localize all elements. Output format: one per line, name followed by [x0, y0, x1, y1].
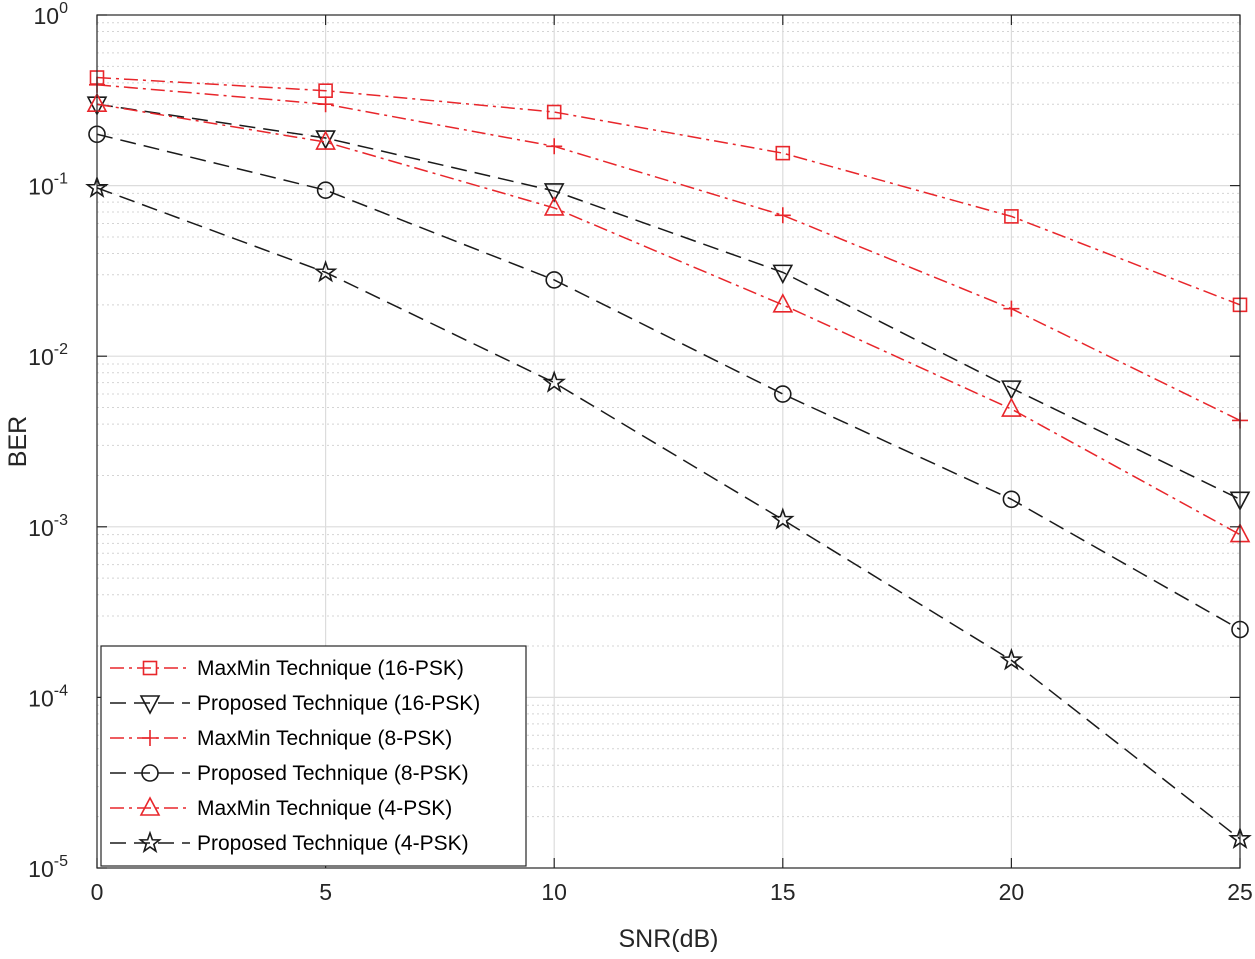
legend-label: MaxMin Technique (16-PSK): [197, 657, 464, 680]
data-point-star: [999, 647, 1024, 671]
data-point-circle: [773, 385, 792, 403]
legend-marker-star: [138, 830, 162, 854]
y-tick-label: 10-3: [28, 512, 68, 541]
series-line: [96, 133, 1241, 631]
data-point-star: [770, 507, 795, 530]
data-point-circle: [316, 181, 335, 199]
x-tick-label: 20: [999, 879, 1025, 905]
series-line: [96, 84, 1241, 422]
data-point-plus: [546, 138, 563, 155]
data-point-star: [542, 370, 567, 393]
series-line: [96, 103, 1241, 536]
data-point-triangle-down: [1001, 380, 1022, 400]
legend-label: Proposed Technique (8-PSK): [197, 762, 469, 785]
series-line: [96, 187, 1241, 840]
data-point-triangle-up: [315, 130, 336, 150]
axes-box: [96, 14, 1241, 869]
data-point-triangle-down: [543, 183, 565, 203]
x-tick-label: 5: [319, 879, 332, 905]
series-star: [85, 175, 1252, 850]
data-point-plus: [774, 207, 791, 224]
series-line: [96, 76, 1241, 306]
data-point-triangle-up: [772, 293, 794, 313]
legend-marker-triangle-down: [139, 695, 161, 715]
data-point-square: [775, 145, 791, 161]
data-point-triangle-down: [772, 264, 794, 285]
legend-item: MaxMin Technique (4-PSK): [110, 796, 452, 820]
legend-item: Proposed Technique (4-PSK): [110, 830, 469, 855]
legend-marker-square: [142, 660, 158, 676]
series-line: [96, 103, 1241, 500]
grid: [97, 15, 1240, 868]
legend-label: Proposed Technique (4-PSK): [197, 832, 469, 855]
legend-item: Proposed Technique (8-PSK): [110, 762, 469, 785]
data-point-circle: [1002, 490, 1021, 509]
legend: MaxMin Technique (16-PSK) Proposed Techni…: [100, 645, 527, 867]
y-axis-label: BER: [4, 416, 32, 467]
data-point-square: [546, 104, 562, 120]
series-square: [89, 70, 1248, 313]
series-layer: [85, 70, 1252, 850]
y-tick-label: 100: [34, 0, 69, 29]
legend-item: MaxMin Technique (8-PSK): [110, 727, 452, 750]
ticks: 0 5 10 15 20 25 100 10-1 10-2 10-3 10-4 10-5: [28, 0, 1253, 905]
x-tick-label: 15: [770, 879, 796, 905]
x-axis-label: SNR(dB): [618, 925, 718, 953]
data-point-triangle-up: [1001, 397, 1022, 417]
legend-item: Proposed Technique (16-PSK): [110, 692, 480, 715]
legend-marker-plus: [142, 730, 158, 746]
data-point-square: [1004, 209, 1019, 224]
legend-label: Proposed Technique (16-PSK): [197, 692, 480, 715]
data-point-star: [313, 259, 338, 283]
data-point-circle: [545, 271, 564, 289]
y-tick-label: 10-4: [28, 682, 68, 711]
y-tick-label: 10-1: [28, 171, 68, 200]
legend-label: MaxMin Technique (8-PSK): [197, 727, 452, 750]
legend-item: MaxMin Technique (16-PSK): [110, 657, 464, 680]
data-point-plus: [317, 96, 334, 113]
legend-label: MaxMin Technique (4-PSK): [197, 797, 452, 820]
legend-marker-circle: [141, 764, 159, 782]
x-tick-label: 10: [541, 879, 567, 905]
y-tick-label: 10-5: [28, 853, 68, 882]
y-tick-label: 10-2: [28, 341, 68, 370]
x-tick-label: 25: [1227, 879, 1253, 905]
legend-box: [100, 645, 527, 867]
data-point-triangle-up: [543, 196, 565, 216]
legend-marker-triangle-up: [139, 796, 161, 816]
data-point-plus: [1003, 300, 1020, 317]
x-tick-label: 0: [91, 879, 104, 905]
